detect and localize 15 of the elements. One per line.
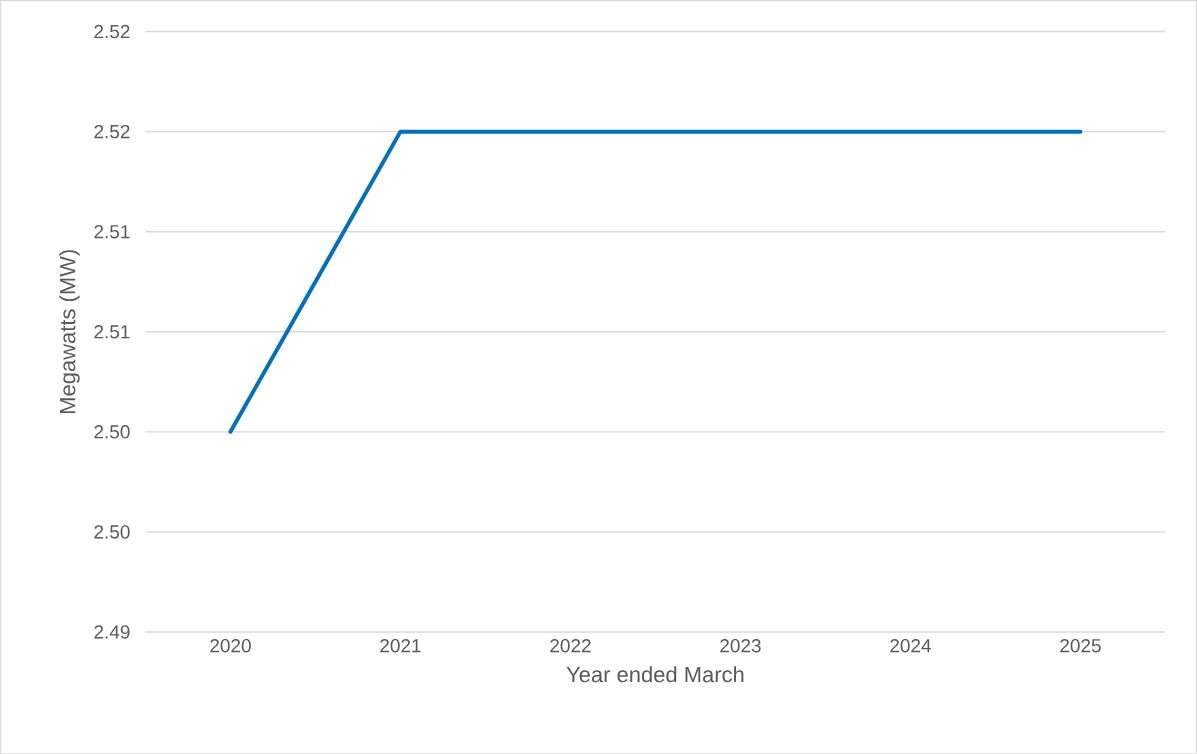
y-tick-label: 2.52 [94,24,130,39]
x-tick-label: 2021 [380,638,421,653]
y-tick-label: 2.49 [94,625,130,639]
y-axis-title: Megawatts (MW) [59,249,80,413]
x-tick-label: 2020 [210,638,251,653]
y-tick-label: 2.51 [94,224,130,239]
x-tick-label: 2025 [1060,638,1101,653]
x-tick-label: 2022 [550,638,591,653]
x-tick-label: 2023 [720,638,761,653]
y-tick-label: 2.52 [94,124,130,139]
y-tick-label: 2.51 [94,324,130,339]
x-tick-label: 2024 [890,638,931,653]
x-axis-title: Year ended March [566,665,744,683]
y-tick-label: 2.50 [94,524,130,539]
y-tick-label: 2.50 [94,424,130,439]
